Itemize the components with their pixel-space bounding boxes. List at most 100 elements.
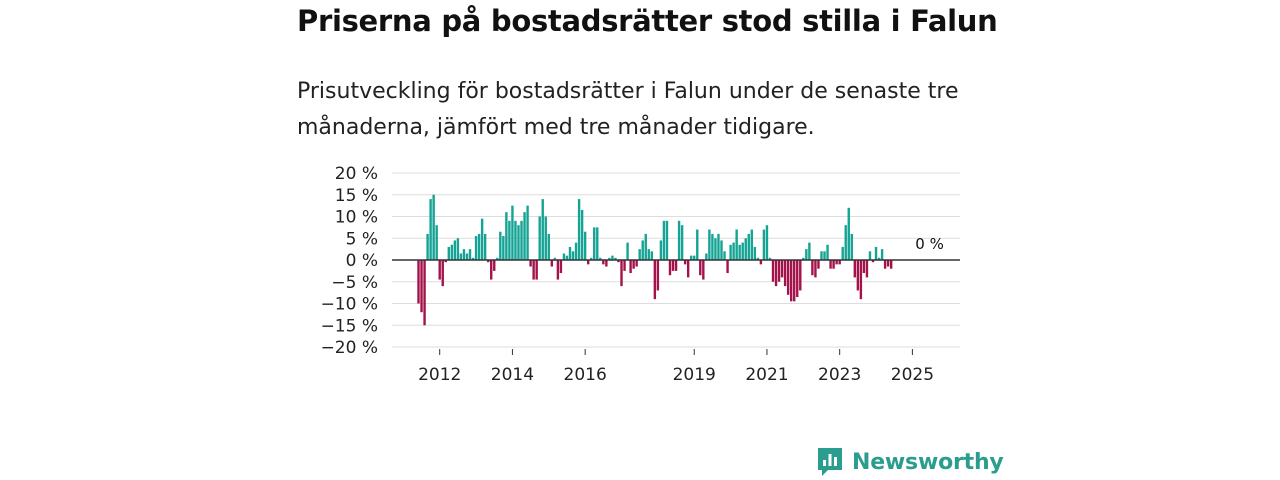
bar-chart: 20 %15 %10 %5 %0 %−5 %−10 %−15 %−20 % 20… [321, 164, 960, 385]
bar [602, 260, 605, 265]
bar [799, 260, 802, 291]
bar [802, 257, 805, 260]
x-tick-label: 2021 [745, 365, 788, 385]
bar [683, 260, 687, 265]
bar [823, 251, 826, 260]
bar [474, 236, 478, 260]
bar [883, 260, 887, 269]
bar [596, 227, 599, 260]
bar [462, 249, 466, 260]
bar [686, 260, 690, 278]
bar [796, 260, 799, 297]
x-tick-label: 2012 [418, 365, 461, 385]
bar [432, 194, 435, 260]
bar [532, 260, 535, 280]
bar [644, 233, 647, 260]
bar [826, 244, 829, 260]
bar [696, 229, 699, 260]
brand-name: Newsworthy [852, 449, 1004, 475]
bar [765, 225, 769, 260]
bar [605, 260, 608, 267]
bar [829, 260, 832, 269]
bar [620, 260, 623, 287]
bar [811, 260, 814, 276]
chart-title: Priserna på bostadsrätter stod stilla i … [297, 4, 998, 38]
bar [735, 229, 738, 260]
bar [847, 207, 850, 260]
bar [814, 260, 817, 278]
bar [568, 246, 572, 260]
bar [541, 199, 544, 260]
bar [771, 260, 775, 282]
bar [750, 229, 753, 260]
bar [647, 249, 650, 260]
bar [726, 260, 729, 274]
bar [608, 257, 611, 260]
bar [793, 260, 796, 302]
bar [514, 220, 517, 260]
bar [786, 260, 790, 295]
bar [656, 260, 660, 291]
bar [680, 225, 684, 260]
bar [629, 260, 632, 274]
chart-subtitle: Prisutveckling för bostadsrätter i Falun… [297, 79, 959, 140]
bar [429, 199, 432, 260]
bar [862, 260, 866, 274]
newsworthy-logo-icon [818, 448, 842, 476]
bar [456, 238, 460, 260]
bar [650, 251, 654, 260]
bar [838, 260, 841, 265]
bar [486, 260, 490, 263]
bar [759, 260, 763, 265]
bar [562, 253, 566, 260]
bar [435, 225, 438, 260]
bar [547, 233, 550, 260]
bar [641, 240, 644, 260]
bar [780, 260, 784, 278]
y-tick-label: −20 % [321, 338, 378, 358]
latest-value-label: 0 % [915, 235, 944, 253]
bar [574, 242, 578, 260]
bar [859, 260, 863, 300]
bar [593, 227, 596, 260]
bar [789, 260, 793, 302]
bar [580, 209, 584, 260]
y-tick-label: 0 % [346, 251, 378, 271]
y-tick-label: 15 % [335, 186, 378, 206]
brand-logo[interactable]: Newsworthy [816, 446, 1004, 478]
bar [662, 220, 666, 260]
bar [583, 231, 587, 260]
bar [671, 260, 675, 271]
x-axis-labels: 2012 2014 2016 2019 2021 2023 2025 [418, 349, 934, 385]
bar [720, 240, 723, 260]
bar [417, 260, 420, 304]
bar [729, 244, 732, 260]
bar [677, 220, 681, 260]
y-tick-label: 10 % [335, 208, 378, 228]
bar [711, 233, 714, 260]
x-tick-label: 2023 [818, 365, 861, 385]
bar [805, 249, 808, 260]
y-tick-label: −15 % [321, 316, 378, 336]
bar [508, 220, 511, 260]
bar [577, 199, 581, 260]
x-tick-label: 2019 [673, 365, 716, 385]
bar [868, 251, 872, 260]
bar [853, 260, 857, 278]
bar [762, 229, 766, 260]
bar [886, 260, 890, 267]
bar [653, 260, 657, 300]
bar [586, 260, 590, 265]
bar [477, 233, 481, 260]
bar [553, 257, 557, 260]
y-tick-label: 20 % [335, 164, 378, 184]
bar [626, 242, 629, 260]
bar [835, 260, 838, 265]
bar [611, 255, 614, 260]
bar [465, 253, 469, 260]
bar [517, 225, 520, 260]
bar [808, 242, 811, 260]
bar [674, 260, 678, 271]
bars [417, 194, 893, 326]
bar [844, 225, 847, 260]
